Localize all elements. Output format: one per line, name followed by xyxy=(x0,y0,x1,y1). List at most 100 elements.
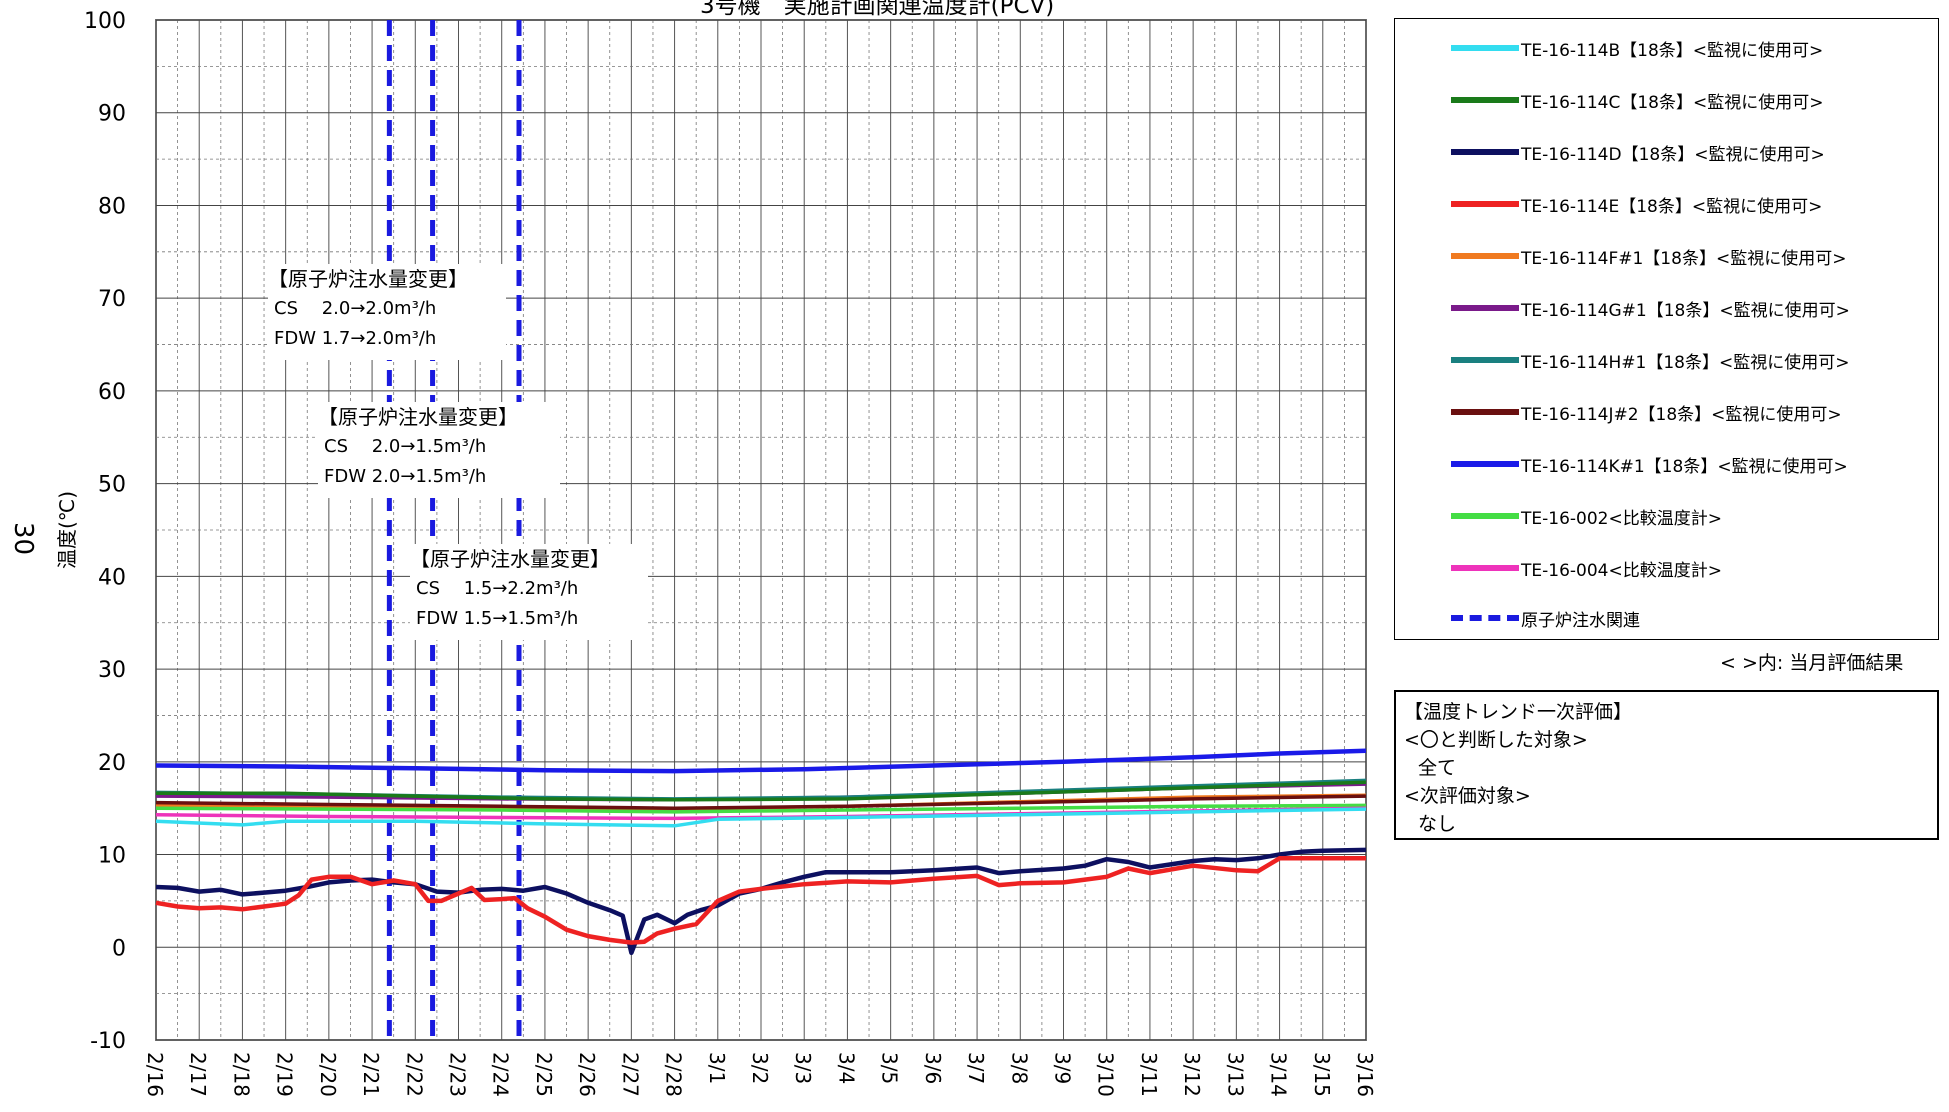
x-tick-label: 2/27 xyxy=(618,1052,642,1097)
y-tick-label: 90 xyxy=(98,102,126,127)
series-line xyxy=(155,748,1367,774)
legend-label: TE-16-114E【18条】<監視に使用可> xyxy=(1521,196,1823,217)
legend-item-te-16-114h1: TE-16-114H#1【18条】<監視に使用可> xyxy=(1451,345,1849,375)
annotation-box-1: 【原子炉注水量変更】 CS 2.0→2.0m³/h FDW 1.7→2.0m³/… xyxy=(268,264,506,360)
y-tick-label: 0 xyxy=(112,936,126,961)
legend-item-te-16-114j2: TE-16-114J#2【18条】<監視に使用可> xyxy=(1451,397,1842,427)
series-line xyxy=(155,847,1367,956)
x-tick-label: 3/16 xyxy=(1353,1052,1377,1097)
y-tick-label: 70 xyxy=(98,287,126,312)
x-tick-label: 3/6 xyxy=(921,1052,945,1084)
evaluation-heading: 【温度トレンド一次評価】 xyxy=(1404,701,1633,723)
legend-swatch xyxy=(1451,45,1519,51)
legend-swatch xyxy=(1451,253,1519,259)
x-tick-label: 2/20 xyxy=(316,1052,340,1097)
x-tick-label: 2/24 xyxy=(489,1052,513,1097)
y-tick-label: 60 xyxy=(98,380,126,405)
x-tick-label: 2/22 xyxy=(402,1052,426,1097)
legend-label: TE-16-114J#2【18条】<監視に使用可> xyxy=(1521,404,1842,425)
legend-label: TE-16-114K#1【18条】<監視に使用可> xyxy=(1521,456,1848,477)
series-line xyxy=(155,807,1367,828)
x-tick-label: 2/19 xyxy=(273,1052,297,1097)
annotation-box-3: 【原子炉注水量変更】 CS 1.5→2.2m³/h FDW 1.5→1.5m³/… xyxy=(410,544,648,640)
x-tick-label: 2/21 xyxy=(359,1052,383,1097)
y-tick-label: 80 xyxy=(98,194,126,219)
legend-swatch xyxy=(1451,357,1519,363)
legend-swatch-dashed xyxy=(1451,615,1519,621)
y-tick-label: 50 xyxy=(98,473,126,498)
annotation-1-cs: CS 2.0→2.0m³/h xyxy=(274,298,437,319)
chart-legend: TE-16-114B【18条】<監視に使用可> TE-16-114C【18条】<… xyxy=(1394,18,1939,640)
x-tick-label: 2/25 xyxy=(532,1052,556,1097)
y-tick-label: 100 xyxy=(84,9,126,34)
legend-label: TE-16-114H#1【18条】<監視に使用可> xyxy=(1521,352,1850,373)
x-tick-label: 2/26 xyxy=(575,1052,599,1097)
x-tick-label: 3/11 xyxy=(1137,1052,1161,1097)
y-tick-label: 10 xyxy=(98,844,126,869)
series-line xyxy=(156,780,1367,802)
legend-item-te-16-114f1: TE-16-114F#1【18条】<監視に使用可> xyxy=(1451,241,1846,271)
legend-label: TE-16-114B【18条】<監視に使用可> xyxy=(1521,40,1824,61)
legend-label: 原子炉注水関連 xyxy=(1521,610,1640,631)
annotation-2-fdw: FDW 2.0→1.5m³/h xyxy=(324,466,487,487)
legend-swatch xyxy=(1451,565,1519,571)
annotation-box-2: 【原子炉注水量変更】 CS 2.0→1.5m³/h FDW 2.0→1.5m³/… xyxy=(318,402,560,498)
annotation-2-cs: CS 2.0→1.5m³/h xyxy=(324,436,487,457)
series-line xyxy=(155,856,1366,945)
legend-item-te-16-114d: TE-16-114D【18条】<監視に使用可> xyxy=(1451,137,1825,167)
legend-item-te-16-114g1: TE-16-114G#1【18条】<監視に使用可> xyxy=(1451,293,1850,323)
legend-label: TE-16-114D【18条】<監視に使用可> xyxy=(1521,144,1825,165)
annotation-3-cs: CS 1.5→2.2m³/h xyxy=(416,578,579,599)
annotation-3-fdw: FDW 1.5→1.5m³/h xyxy=(416,608,579,629)
legend-swatch xyxy=(1451,305,1519,311)
legend-label: TE-16-114G#1【18条】<監視に使用可> xyxy=(1521,300,1850,321)
y-axis-label: 温度(℃) xyxy=(55,491,79,569)
legend-label: TE-16-114C【18条】<監視に使用可> xyxy=(1521,92,1824,113)
y-tick-label: 30 xyxy=(98,658,126,683)
series-line xyxy=(155,794,1367,810)
legend-item-injection-related: 原子炉注水関連 xyxy=(1451,603,1640,633)
annotation-1-heading: 【原子炉注水量変更】 xyxy=(268,267,468,291)
legend-label: TE-16-004<比較温度計> xyxy=(1521,560,1722,581)
legend-item-te-16-114k1: TE-16-114K#1【18条】<監視に使用可> xyxy=(1451,449,1848,479)
legend-item-te-16-114e: TE-16-114E【18条】<監視に使用可> xyxy=(1451,189,1822,219)
legend-label: TE-16-002<比較温度計> xyxy=(1521,508,1722,529)
evaluation-next-value: なし xyxy=(1418,813,1457,835)
x-tick-label: 3/12 xyxy=(1180,1052,1204,1097)
legend-swatch xyxy=(1451,513,1519,519)
x-tick-label: 3/2 xyxy=(748,1052,772,1084)
x-tick-label: 3/8 xyxy=(1007,1052,1031,1084)
legend-swatch xyxy=(1451,409,1519,415)
legend-label: TE-16-114F#1【18条】<監視に使用可> xyxy=(1521,248,1847,269)
x-tick-label: 2/23 xyxy=(446,1052,470,1097)
chart-title: 3号機 実施計画関連温度計(PCV) xyxy=(700,0,1055,19)
x-tick-label: 2/28 xyxy=(662,1052,686,1097)
legend-swatch xyxy=(1451,201,1519,207)
y-tick-label: 20 xyxy=(98,751,126,776)
evaluation-box: 【温度トレンド一次評価】 <〇と判断した対象> 全て <次評価対象> なし xyxy=(1394,690,1939,840)
x-tick-label: 3/1 xyxy=(705,1052,729,1084)
x-tick-label: 2/16 xyxy=(143,1052,167,1097)
legend-item-te-16-114c: TE-16-114C【18条】<監視に使用可> xyxy=(1451,85,1823,115)
x-tick-label: 3/9 xyxy=(1051,1052,1075,1084)
y-tick-label: 40 xyxy=(98,565,126,590)
x-tick-label: 3/3 xyxy=(791,1052,815,1084)
legend-item-te-16-004: TE-16-004<比較温度計> xyxy=(1451,553,1722,583)
legend-swatch xyxy=(1451,149,1519,155)
x-tick-label: 3/5 xyxy=(878,1052,902,1084)
x-tick-label: 2/17 xyxy=(186,1052,210,1097)
legend-item-te-16-114b: TE-16-114B【18条】<監視に使用可> xyxy=(1451,33,1823,63)
evaluation-next-label: <次評価対象> xyxy=(1404,785,1531,807)
annotation-3-heading: 【原子炉注水量変更】 xyxy=(410,547,610,571)
legend-note: < >内: 当月評価結果 xyxy=(1720,652,1904,674)
annotation-2-heading: 【原子炉注水量変更】 xyxy=(318,405,518,429)
x-tick-label: 3/10 xyxy=(1094,1052,1118,1097)
legend-swatch xyxy=(1451,97,1519,103)
evaluation-ok-value: 全て xyxy=(1418,757,1457,779)
y-tick-label: -10 xyxy=(90,1029,126,1054)
x-tick-label: 3/14 xyxy=(1267,1052,1291,1097)
x-tick-label: 2/18 xyxy=(229,1052,253,1097)
annotation-1-fdw: FDW 1.7→2.0m³/h xyxy=(274,328,437,349)
x-tick-label: 3/7 xyxy=(964,1052,988,1084)
legend-item-te-16-002: TE-16-002<比較温度計> xyxy=(1451,501,1722,531)
